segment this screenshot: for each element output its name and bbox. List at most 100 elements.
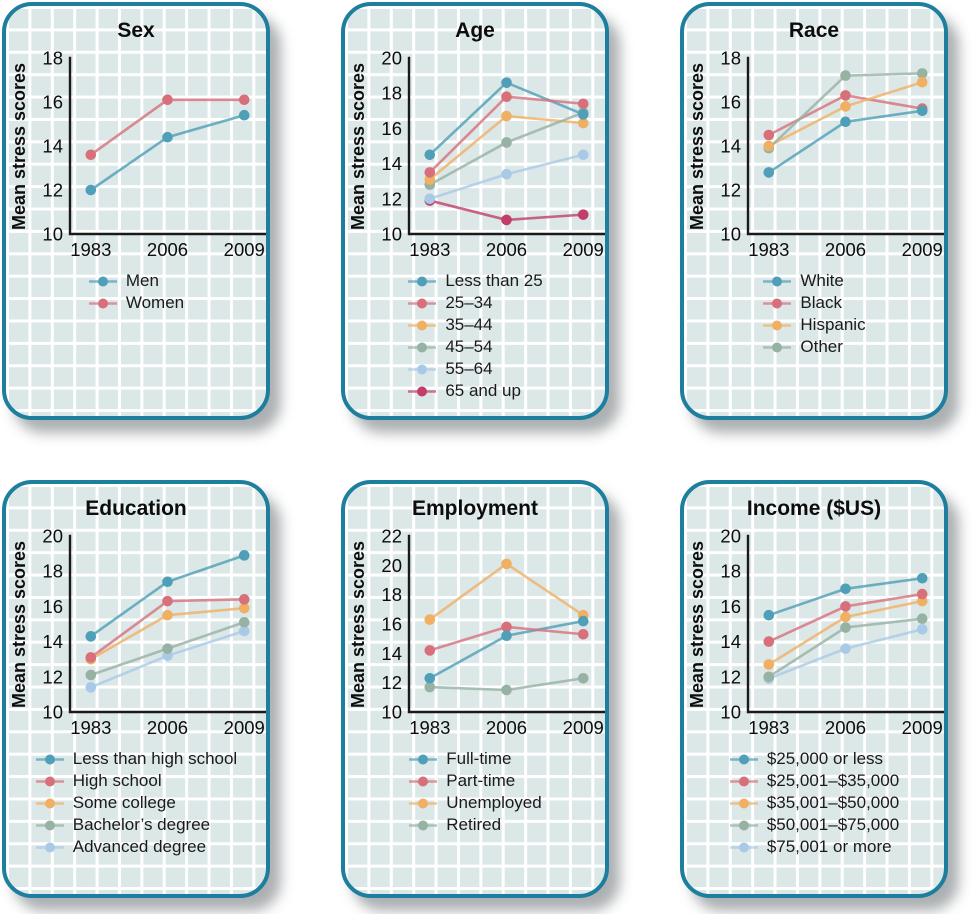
legend-item: $35,001–$50,000 — [729, 792, 899, 814]
line-chart: 18 16 14 12 10 1983 2006 2009 — [720, 49, 944, 260]
y-tick-label: 16 — [381, 118, 402, 139]
y-tick-label: 14 — [42, 136, 63, 157]
chart-legend: Men Women — [88, 270, 184, 314]
x-tick-label: 2009 — [902, 239, 943, 260]
series-line — [90, 113, 245, 192]
x-tick-label: 1983 — [748, 717, 789, 738]
legend-item: Some college — [35, 792, 237, 814]
panel-age: Age Mean stress scores 20 18 16 14 12 10 1983 2… — [341, 2, 609, 420]
legend-item: Other — [762, 336, 865, 358]
data-point — [840, 611, 851, 623]
legend-label: 25–34 — [445, 293, 493, 312]
legend-item: 65 and up — [407, 380, 542, 402]
x-tick-label: 2006 — [825, 717, 866, 738]
data-point — [916, 572, 928, 584]
data-point — [501, 168, 512, 180]
data-point — [501, 110, 512, 122]
data-point — [916, 588, 928, 600]
data-point — [840, 101, 851, 112]
legend-marker-icon — [88, 276, 117, 286]
y-tick-label: 10 — [381, 224, 402, 245]
legend-marker-icon — [729, 820, 758, 830]
y-tick-label: 10 — [381, 702, 402, 723]
legend-item: Women — [88, 292, 184, 314]
data-point — [162, 94, 173, 106]
legend-marker-icon — [35, 776, 64, 786]
data-point — [501, 684, 512, 696]
legend-marker-icon — [35, 820, 64, 830]
legend-item: Retired — [408, 814, 541, 836]
chart-area: Mean stress scores 20 18 16 14 12 10 1983 2006 2… — [345, 49, 605, 265]
y-tick-label: 10 — [42, 224, 63, 245]
chart-title: Education — [85, 497, 187, 520]
y-tick-label: 16 — [42, 92, 63, 113]
legend-marker-icon — [729, 776, 758, 786]
data-point — [85, 682, 97, 693]
y-axis-label: Mean stress scores — [345, 527, 373, 743]
legend-label: Full-time — [446, 749, 512, 768]
y-tick-label: 16 — [42, 596, 63, 617]
y-tick-label: 10 — [42, 702, 63, 723]
chart-title: Race — [788, 19, 840, 42]
legend-item: Men — [88, 270, 184, 292]
data-point — [162, 131, 173, 143]
legend-marker-icon — [763, 298, 792, 308]
y-axis-label-text: Mean stress scores — [687, 62, 708, 230]
y-tick-label: 14 — [381, 153, 402, 174]
data-point — [85, 149, 97, 161]
legend-label: Less than 25 — [445, 271, 543, 290]
legend-item: Part-time — [408, 770, 541, 792]
legend-item: Black — [762, 292, 865, 314]
y-tick-label: 18 — [381, 83, 402, 104]
legend-label: Unemployed — [446, 793, 542, 812]
x-tick-label: 1983 — [409, 239, 450, 260]
data-point — [424, 645, 436, 656]
x-tick-label: 2009 — [563, 239, 604, 260]
legend-label: 55–64 — [445, 359, 493, 378]
legend-label: White — [800, 271, 844, 290]
data-point — [238, 625, 250, 637]
data-point — [424, 167, 436, 178]
legend-item: Advanced degree — [35, 836, 237, 858]
data-point — [840, 643, 851, 654]
data-point — [85, 184, 97, 196]
legend-item: Less than 25 — [407, 270, 543, 292]
x-tick-label: 2006 — [825, 239, 866, 260]
data-point — [916, 76, 928, 88]
legend-label: 35–44 — [445, 315, 493, 334]
data-point — [916, 105, 928, 117]
legend-label: $35,001–$50,000 — [766, 793, 900, 812]
line-chart: 18 16 14 12 10 1983 2006 2009 — [42, 49, 266, 260]
data-point — [85, 652, 97, 663]
x-tick-label: 2006 — [147, 717, 188, 738]
legend-item: $25,000 or less — [729, 748, 899, 770]
axes — [68, 534, 266, 714]
data-point — [424, 681, 436, 693]
data-point — [501, 137, 512, 148]
line-chart: 20 18 16 14 12 10 1983 2006 2009 — [42, 527, 266, 738]
axes — [407, 534, 605, 714]
legend-label: $25,000 or less — [766, 749, 884, 768]
chart-area: Mean stress scores 22 20 18 16 14 12 10 1983 200… — [345, 527, 605, 743]
y-tick-label: 18 — [720, 49, 741, 69]
data-point — [238, 594, 250, 605]
data-point — [501, 630, 512, 642]
chart-legend: Less than high school High school Some col… — [35, 748, 237, 858]
data-point — [763, 129, 775, 141]
legend-item: 55–64 — [407, 358, 542, 380]
y-tick-label: 10 — [720, 702, 741, 723]
data-point — [916, 68, 928, 79]
legend-item: $50,001–$75,000 — [729, 814, 899, 836]
y-axis-label: Mean stress scores — [6, 49, 34, 265]
legend-marker-icon — [35, 754, 64, 764]
chart-legend: Full-time Part-time Unemployed Retired — [408, 748, 542, 836]
line-chart: 20 18 16 14 12 10 1983 2006 2009 — [381, 49, 605, 260]
data-point — [763, 140, 775, 152]
legend-item: Hispanic — [762, 314, 866, 336]
chart-area: Mean stress scores 20 18 16 14 12 10 1983 2006 2… — [684, 527, 944, 743]
series-line — [90, 98, 245, 156]
y-axis-label: Mean stress scores — [6, 527, 34, 743]
legend-label: $25,001–$35,000 — [766, 771, 900, 790]
y-tick-label: 10 — [720, 224, 741, 245]
